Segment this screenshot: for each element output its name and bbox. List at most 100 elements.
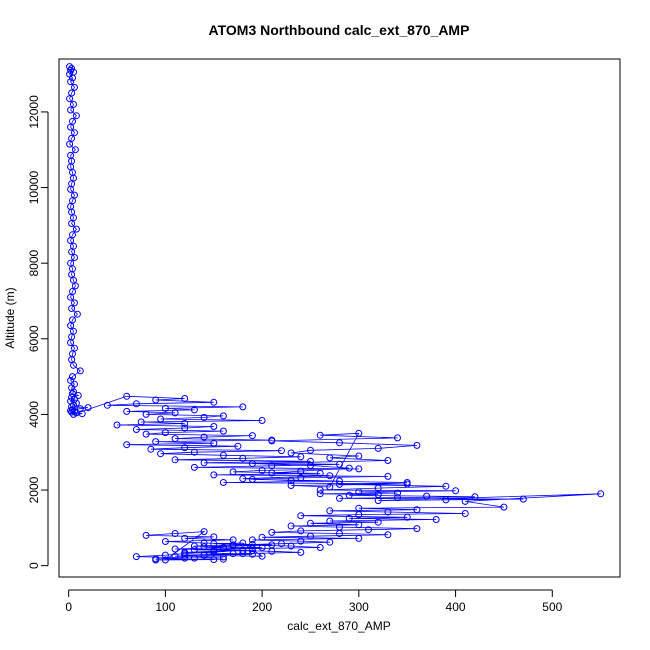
data-point xyxy=(67,106,75,114)
data-point xyxy=(355,521,363,529)
data-point xyxy=(70,410,77,418)
data-point xyxy=(67,237,75,244)
data-point xyxy=(171,409,179,417)
data-point xyxy=(181,444,189,452)
data-point xyxy=(384,457,392,464)
data-point xyxy=(76,367,84,375)
data-point xyxy=(248,432,256,440)
data-point xyxy=(500,503,508,511)
data-point xyxy=(403,513,411,521)
data-point xyxy=(71,407,78,415)
data-point xyxy=(297,453,305,461)
data-point xyxy=(336,477,343,485)
data-point xyxy=(181,534,189,542)
data-point xyxy=(316,431,324,439)
data-point xyxy=(70,401,77,409)
data-point xyxy=(278,447,285,455)
data-point xyxy=(171,435,179,443)
data-point xyxy=(142,531,150,539)
data-point xyxy=(161,556,169,564)
x-tick-label: 100 xyxy=(155,600,175,614)
data-point xyxy=(200,433,208,441)
data-point xyxy=(181,424,189,432)
data-point xyxy=(132,426,140,433)
x-tick-label: 400 xyxy=(446,600,466,614)
y-tick-label: 12000 xyxy=(27,95,41,129)
y-tick-label: 0 xyxy=(27,562,41,569)
data-point xyxy=(307,519,314,527)
data-point xyxy=(210,548,218,556)
data-point xyxy=(113,421,121,429)
data-point xyxy=(355,511,363,519)
data-point xyxy=(70,100,77,108)
data-point xyxy=(210,398,218,406)
data-point xyxy=(307,457,314,465)
data-point xyxy=(210,540,218,548)
chart-title: ATOM3 Northbound calc_ext_870_AMP xyxy=(209,22,470,38)
data-point xyxy=(152,556,160,564)
data-point xyxy=(200,543,208,551)
data-point xyxy=(142,410,150,418)
data-point xyxy=(210,533,218,541)
data-point xyxy=(258,533,266,541)
data-point xyxy=(297,548,305,556)
data-point xyxy=(355,534,363,542)
data-point xyxy=(190,448,198,456)
data-point xyxy=(68,248,76,256)
data-point xyxy=(171,530,179,537)
data-point xyxy=(171,545,179,553)
data-point xyxy=(355,465,363,473)
data-point xyxy=(190,546,198,554)
data-point xyxy=(190,542,198,550)
data-point xyxy=(67,123,75,131)
data-point xyxy=(69,373,76,381)
y-tick-label: 10000 xyxy=(27,171,41,205)
data-point xyxy=(239,550,247,558)
data-point xyxy=(394,494,401,502)
data-point xyxy=(219,553,227,561)
data-point xyxy=(229,468,237,476)
data-point xyxy=(258,552,266,560)
data-point xyxy=(157,450,165,458)
y-tick-label: 2000 xyxy=(27,476,41,503)
data-point xyxy=(316,490,324,498)
data-point xyxy=(287,482,295,489)
data-point xyxy=(471,493,479,501)
y-tick-label: 4000 xyxy=(27,401,41,428)
data-point xyxy=(67,185,75,193)
data-point xyxy=(413,506,421,514)
data-point xyxy=(413,441,421,449)
data-point xyxy=(137,418,145,426)
data-point xyxy=(67,293,75,301)
data-point xyxy=(248,475,256,483)
data-point xyxy=(161,551,169,559)
data-point xyxy=(239,547,247,554)
data-point xyxy=(123,441,131,449)
data-point xyxy=(384,531,392,539)
data-point xyxy=(152,396,160,404)
data-point xyxy=(229,536,237,544)
data-point xyxy=(147,445,155,453)
data-point xyxy=(307,462,314,469)
data-point xyxy=(239,403,247,411)
data-point xyxy=(278,540,285,548)
data-point xyxy=(287,542,295,550)
data-point xyxy=(71,299,78,307)
data-point xyxy=(326,517,334,525)
data-point xyxy=(461,510,469,517)
data-point xyxy=(519,495,527,503)
data-point xyxy=(78,410,86,418)
data-point xyxy=(355,488,363,496)
data-point xyxy=(374,444,382,452)
data-point xyxy=(326,538,334,546)
data-point xyxy=(71,146,79,154)
data-point xyxy=(374,518,382,526)
data-point xyxy=(142,430,150,438)
data-point xyxy=(258,466,266,474)
data-point xyxy=(258,417,266,424)
data-point xyxy=(71,129,78,137)
data-point xyxy=(336,480,343,488)
data-point xyxy=(200,413,208,421)
